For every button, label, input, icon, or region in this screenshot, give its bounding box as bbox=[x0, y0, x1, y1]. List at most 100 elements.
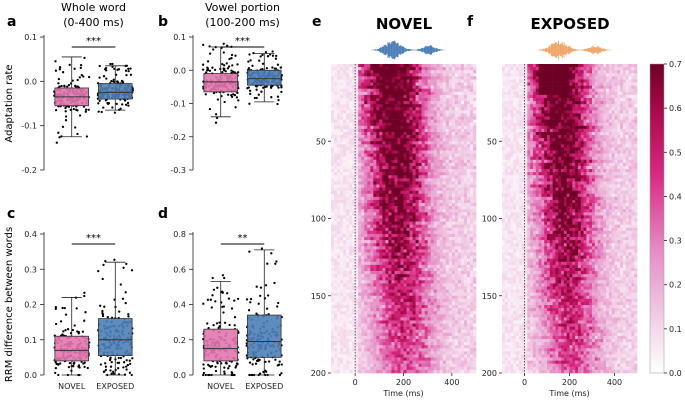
heatmap-cell bbox=[427, 206, 431, 210]
heatmap-cell bbox=[337, 175, 341, 179]
heatmap-cell bbox=[421, 150, 425, 154]
heatmap-cell bbox=[334, 64, 338, 68]
data-point bbox=[218, 325, 221, 328]
heatmap-cell bbox=[334, 196, 338, 201]
heatmap-cell bbox=[463, 196, 468, 201]
heatmap-cell bbox=[436, 181, 441, 185]
heatmap-cell bbox=[460, 243, 465, 247]
heatmap-cell bbox=[385, 97, 389, 102]
box-exposed bbox=[247, 314, 282, 358]
heatmap-cell bbox=[424, 116, 428, 120]
heatmap-cell bbox=[460, 187, 465, 191]
heatmap-cell bbox=[403, 104, 407, 108]
heatmap-cell bbox=[397, 243, 401, 247]
data-point bbox=[72, 365, 75, 368]
heatmap-cell bbox=[343, 218, 347, 222]
heatmap-cell bbox=[376, 271, 380, 275]
heatmap-cell bbox=[334, 227, 338, 232]
heatmap-cell bbox=[466, 147, 471, 151]
heatmap-cell bbox=[382, 277, 386, 281]
heatmap-cell bbox=[463, 230, 468, 235]
heatmap-cell bbox=[364, 141, 368, 145]
data-point bbox=[265, 307, 269, 310]
heatmap-cell bbox=[370, 85, 374, 90]
heatmap-cell bbox=[337, 119, 341, 124]
heatmap-cell bbox=[442, 73, 447, 77]
heatmap-cell bbox=[421, 264, 425, 269]
heatmap-cell bbox=[451, 224, 456, 229]
heatmap-cell bbox=[379, 79, 383, 83]
heatmap-cell bbox=[334, 255, 338, 259]
heatmap-cell bbox=[397, 271, 401, 275]
heatmap-cell bbox=[358, 178, 362, 182]
data-point bbox=[232, 373, 236, 377]
heatmap-cell bbox=[454, 70, 459, 74]
heatmap-cell bbox=[424, 150, 428, 154]
data-point bbox=[261, 62, 265, 65]
heatmap-cell bbox=[448, 107, 453, 111]
heatmap-cell bbox=[394, 147, 398, 151]
heatmap-cell bbox=[439, 255, 444, 259]
heatmap-cell bbox=[430, 224, 435, 229]
heatmap-cell bbox=[400, 135, 404, 139]
heatmap-cell bbox=[430, 274, 435, 278]
heatmap-cell bbox=[421, 128, 425, 133]
heatmap-cell bbox=[370, 64, 374, 68]
heatmap-cell bbox=[385, 224, 389, 229]
heatmap-cell bbox=[391, 230, 395, 235]
heatmap-cell bbox=[469, 193, 474, 198]
heatmap-cell bbox=[394, 128, 398, 133]
heatmap-cell bbox=[352, 243, 356, 247]
heatmap-cell bbox=[403, 141, 407, 145]
heatmap-cell bbox=[388, 218, 392, 222]
heatmap-cell bbox=[409, 252, 413, 256]
heatmap-cell bbox=[343, 233, 347, 238]
heatmap-cell bbox=[460, 76, 465, 80]
heatmap-cell bbox=[367, 122, 371, 127]
data-point bbox=[257, 302, 260, 305]
heatmap-cell bbox=[442, 233, 447, 238]
heatmap-cell bbox=[448, 156, 453, 161]
heatmap-cell bbox=[355, 150, 359, 154]
heatmap-cell bbox=[436, 150, 441, 154]
heatmap-cell bbox=[430, 246, 435, 250]
heatmap-cell bbox=[445, 218, 450, 222]
heatmap-cell bbox=[376, 147, 380, 151]
heatmap-cell bbox=[343, 267, 347, 272]
heatmap-cell bbox=[340, 230, 344, 235]
heatmap-cell bbox=[334, 153, 338, 157]
heatmap-cell bbox=[337, 172, 341, 176]
heatmap-cell bbox=[379, 128, 383, 133]
heatmap-cell bbox=[415, 131, 419, 136]
heatmap-cell bbox=[355, 116, 359, 120]
heatmap-cell bbox=[400, 286, 404, 290]
heatmap-cell bbox=[421, 131, 425, 136]
heatmap-cell bbox=[448, 88, 453, 93]
heatmap-cell bbox=[352, 79, 356, 83]
heatmap-cell bbox=[469, 156, 474, 161]
heatmap-cell bbox=[340, 206, 344, 210]
heatmap-cell bbox=[346, 190, 350, 195]
heatmap-cell bbox=[370, 116, 374, 120]
heatmap-cell bbox=[391, 156, 395, 161]
heatmap-cell bbox=[448, 277, 453, 281]
heatmap-cell bbox=[469, 206, 474, 210]
heatmap-cell bbox=[361, 113, 365, 117]
heatmap-cell bbox=[460, 125, 465, 130]
heatmap-cell bbox=[361, 193, 365, 198]
heatmap-cell bbox=[439, 175, 444, 179]
data-point bbox=[248, 102, 251, 105]
heatmap-cell bbox=[406, 67, 410, 71]
heatmap-cell bbox=[355, 107, 359, 111]
heatmap-cell bbox=[352, 135, 356, 139]
heatmap-cell bbox=[364, 181, 368, 185]
heatmap-cell bbox=[337, 267, 341, 272]
heatmap-cell bbox=[376, 138, 380, 142]
heatmap-cell bbox=[436, 224, 441, 229]
heatmap-cell bbox=[337, 221, 341, 225]
heatmap-cell bbox=[331, 264, 335, 269]
heatmap-cell bbox=[367, 184, 371, 188]
heatmap-cell bbox=[430, 184, 435, 188]
data-point bbox=[230, 307, 234, 310]
